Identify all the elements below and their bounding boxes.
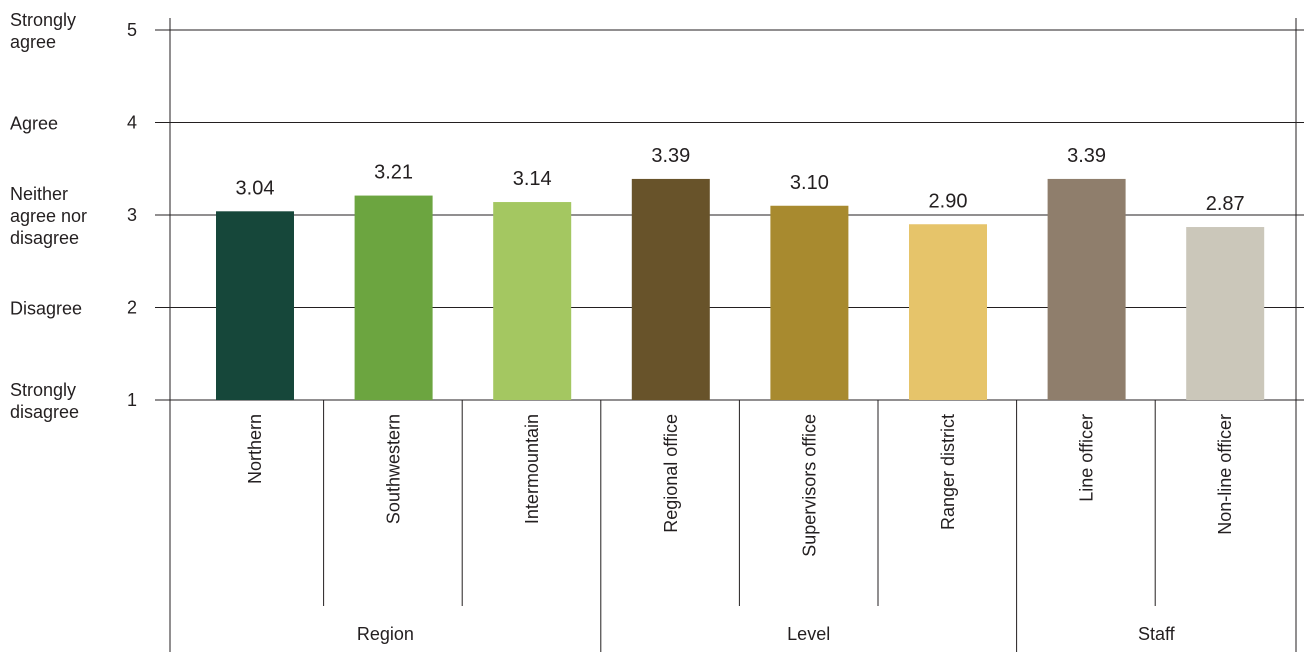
category-label: Non-line officer — [1215, 414, 1235, 535]
y-axis-verbal-label: Strongly agree — [10, 10, 76, 52]
y-tick-label: 5 — [127, 20, 137, 40]
data-label: 2.90 — [929, 190, 968, 212]
bar — [493, 202, 572, 400]
data-label: 3.10 — [790, 172, 829, 194]
bar — [216, 211, 294, 400]
data-label: 3.39 — [651, 145, 690, 167]
y-tick-label: 3 — [127, 205, 137, 225]
data-label: 2.87 — [1206, 193, 1245, 215]
data-label: 3.21 — [374, 162, 413, 184]
data-label: 3.04 — [236, 177, 275, 199]
category-label: Intermountain — [522, 414, 542, 524]
category-label: Ranger district — [938, 414, 958, 530]
category-label: Northern — [245, 414, 265, 484]
y-tick-label: 2 — [127, 298, 137, 318]
bar — [909, 224, 987, 400]
y-axis: 1 Strongly disagree 2 Disagree 3 Neither agree … — [10, 10, 171, 652]
bar — [631, 178, 710, 400]
data-label: 3.39 — [1067, 145, 1106, 167]
data-label: 3.14 — [513, 168, 552, 190]
category-label: Southwestern — [384, 414, 404, 524]
y-tick-label: 4 — [127, 113, 137, 133]
y-axis-verbal-label: Strongly disagree — [10, 380, 79, 422]
group-label: Level — [787, 624, 830, 644]
bar — [354, 195, 433, 400]
y-tick-label: 1 — [127, 390, 137, 410]
category-label: Regional office — [661, 414, 681, 533]
bar — [1047, 178, 1126, 400]
bar — [1186, 227, 1265, 400]
y-axis-verbal-label: Agree — [10, 114, 58, 134]
x-axis: Northern Southwestern Intermountain Regiona… — [245, 18, 1297, 652]
y-axis-verbal-label: Disagree — [10, 299, 82, 319]
y-axis-verbal-label: Neither agree nor disagree — [10, 184, 87, 248]
value-labels: 3.04 3.21 3.14 3.39 3.10 2.90 3.39 2.87 — [236, 145, 1245, 215]
group-label: Staff — [1138, 624, 1176, 644]
category-label: Supervisors office — [799, 414, 819, 557]
bars — [216, 178, 1265, 400]
grid-lines — [155, 29, 1304, 401]
group-label: Region — [357, 624, 414, 644]
category-label: Line officer — [1077, 414, 1097, 502]
bar — [770, 205, 849, 400]
